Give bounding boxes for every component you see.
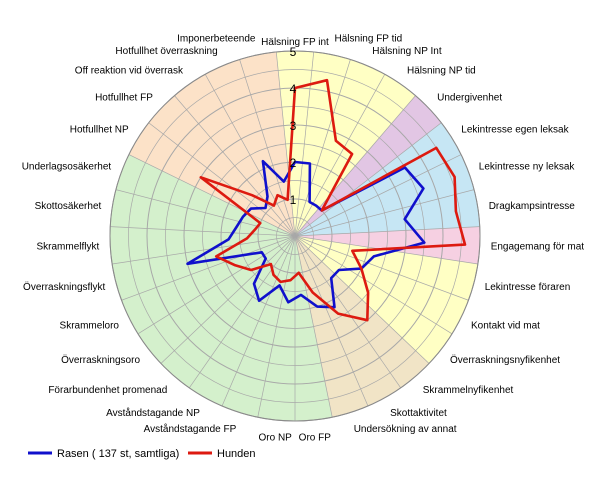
category-label: Oro FP: [299, 433, 332, 444]
sector-3: [295, 226, 481, 265]
category-label: Hotfullhet överraskning: [115, 46, 217, 57]
grid-spoke-4: [294, 95, 416, 237]
category-label: Hälsning NP tid: [407, 66, 476, 77]
grid-spoke-1: [294, 51, 315, 237]
grid-spoke-6: [294, 154, 462, 237]
tick-label-1: 1: [290, 193, 297, 207]
category-label: Dragkampsintresse: [489, 201, 576, 212]
grid-spoke-14: [294, 235, 369, 407]
grid-spoke-15: [294, 235, 333, 418]
grid-spoke-20: [160, 235, 296, 364]
grid-spoke-28: [174, 95, 296, 237]
grid-spoke-17: [257, 235, 296, 418]
category-label: Hotfullhet FP: [95, 92, 153, 103]
grid-spoke-25: [115, 189, 296, 237]
tick-label-5: 5: [290, 45, 297, 59]
grid-spoke-12: [294, 235, 430, 364]
tick-label-4: 4: [290, 82, 297, 96]
category-label: Skottaktivitet: [390, 408, 447, 419]
grid-spoke-13: [294, 235, 401, 389]
category-label: Engagemang för mat: [491, 242, 585, 253]
radar-grid: [109, 50, 481, 422]
sector-2: [295, 122, 480, 236]
grid-spoke-23: [112, 235, 296, 265]
grid-spoke-30: [239, 59, 296, 237]
legend: Rasen ( 137 st, samtliga) Hunden: [28, 448, 256, 460]
category-label: Off reaktion vid överrask: [75, 66, 184, 77]
series-lines: [186, 78, 467, 322]
grid-spoke-0: [275, 51, 296, 237]
category-label: Hälsning FP int: [261, 37, 329, 48]
tick-label-3: 3: [290, 119, 297, 133]
category-label: Skottosäkerhet: [35, 201, 102, 212]
category-label: Underlagsosäkerhet: [22, 161, 112, 172]
grid-spoke-11: [294, 235, 453, 335]
sector-5: [295, 236, 430, 418]
category-label: Lekintresse föraren: [485, 282, 571, 293]
grid-spoke-24: [110, 226, 296, 237]
legend-label-1: Hunden: [217, 448, 256, 460]
category-label: Överraskningsnyfikenhet: [450, 354, 560, 366]
sector-6: [109, 154, 333, 422]
tick-label-2: 2: [290, 156, 297, 170]
grid-spoke-29: [204, 74, 296, 237]
grid-spoke-8: [294, 226, 480, 237]
series-line-0: [186, 159, 426, 309]
sector-1: [295, 95, 442, 236]
grid-spoke-7: [294, 189, 475, 237]
category-label: Oro NP: [259, 433, 293, 444]
category-label: Överraskningsflykt: [23, 281, 105, 293]
sector-7: [128, 51, 295, 237]
category-label: Lekintresse ny leksak: [479, 161, 576, 172]
category-label: Förarbundenhet promenad: [48, 385, 167, 396]
grid-spoke-2: [294, 59, 351, 237]
grid-spoke-19: [189, 235, 296, 389]
category-label: Lekintresse egen leksak: [461, 125, 569, 136]
category-label: Skrammelnyfikenhet: [423, 385, 514, 396]
radial-tick-labels: 1 2 3 4 5: [290, 45, 297, 207]
category-label: Avståndstagande FP: [144, 423, 237, 435]
series-line-1: [199, 78, 467, 322]
grid-spoke-3: [294, 74, 386, 237]
category-label: Undersökning av annat: [354, 424, 457, 435]
grid-spoke-27: [148, 122, 296, 237]
grid-spoke-5: [294, 122, 442, 237]
grid-outer-ring: [109, 50, 481, 422]
category-label: Hälsning FP tid: [335, 34, 403, 45]
category-label: Skrammeloro: [60, 321, 120, 332]
category-label: Överraskningsoro: [61, 354, 140, 366]
sector-0: [276, 51, 416, 237]
category-label: Kontakt vid mat: [471, 321, 540, 332]
grid-spoke-22: [121, 235, 296, 301]
grid-spoke-10: [294, 235, 469, 301]
legend-label-0: Rasen ( 137 st, samtliga): [57, 448, 179, 460]
category-label: Imponerbeteende: [177, 34, 256, 45]
category-label: Avståndstagande NP: [106, 407, 200, 419]
category-label: Hotfullhet NP: [70, 125, 129, 136]
category-label: Hälsning NP Int: [372, 46, 442, 57]
category-label: Undergivenhet: [437, 92, 502, 103]
grid-spoke-18: [221, 235, 296, 407]
grid-spoke-26: [128, 154, 296, 237]
category-label: Skrammelflykt: [37, 242, 100, 253]
grid-spoke-21: [137, 235, 296, 335]
